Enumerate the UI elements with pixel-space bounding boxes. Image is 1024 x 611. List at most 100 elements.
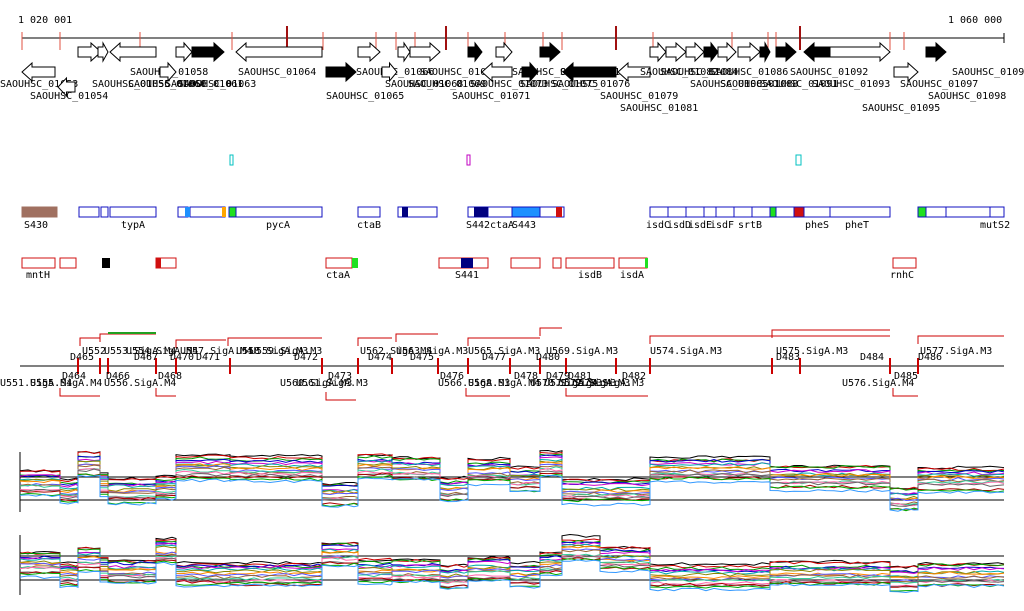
gene-arrow[interactable] [521, 61, 539, 83]
gene-arrow[interactable] [617, 61, 651, 83]
feature-box[interactable] [228, 206, 237, 218]
feature-box[interactable] [510, 257, 541, 269]
gene-arrow[interactable] [665, 41, 687, 63]
gene-arrow[interactable] [97, 41, 109, 63]
feature-box[interactable] [733, 206, 753, 218]
promoter-bracket[interactable] [79, 337, 100, 346]
promoter-bracket[interactable] [892, 388, 918, 397]
feature-box[interactable] [539, 206, 565, 218]
gene-arrow[interactable] [21, 61, 56, 83]
gene-arrow[interactable] [717, 41, 737, 63]
promoter-bracket[interactable] [175, 339, 226, 348]
feature-box[interactable] [667, 206, 687, 218]
gene-arrow[interactable] [325, 61, 357, 83]
promoter-bracket[interactable] [357, 337, 392, 346]
feature-box[interactable] [769, 206, 777, 218]
gene-arrow[interactable] [191, 41, 225, 63]
promoter-bracket[interactable] [539, 327, 562, 336]
feature-box[interactable] [945, 206, 991, 218]
feature-box[interactable] [325, 257, 353, 269]
gene-arrow[interactable] [175, 41, 193, 63]
gene-arrow[interactable] [649, 41, 667, 63]
promoter-bracket[interactable] [99, 333, 156, 342]
feature-box[interactable] [511, 206, 541, 218]
feature-box[interactable] [775, 206, 795, 218]
feature-box[interactable] [703, 206, 717, 218]
feature-box[interactable] [917, 206, 927, 218]
feature-label: S441 [455, 270, 479, 281]
gene-arrow[interactable] [495, 41, 513, 63]
promoter-bracket[interactable] [917, 335, 1004, 344]
feature-box[interactable] [78, 206, 100, 218]
gene-arrow[interactable] [685, 41, 705, 63]
feature-box[interactable] [685, 206, 705, 218]
gene-arrow[interactable] [235, 41, 323, 63]
feature-box[interactable] [552, 257, 562, 269]
feature-label: mutS2 [980, 220, 1010, 231]
feature-label: srtB [738, 220, 762, 231]
expression-profile [19, 559, 1005, 593]
gene-arrow[interactable] [409, 41, 441, 63]
feature-box[interactable] [235, 206, 323, 218]
cyan-marker [229, 154, 234, 166]
promoter-label: D473 [328, 371, 352, 382]
feature-box[interactable] [618, 257, 648, 269]
gene-arrow[interactable] [57, 76, 76, 98]
promoter-label: D485 [894, 371, 918, 382]
feature-box[interactable] [21, 257, 56, 269]
gene-arrow[interactable] [925, 41, 947, 63]
promoter-bracket[interactable] [465, 388, 510, 397]
feature-box[interactable] [397, 206, 438, 218]
feature-box[interactable] [189, 206, 226, 218]
gene-arrow[interactable] [77, 41, 102, 63]
gene-arrow[interactable] [703, 41, 719, 63]
promoter-bracket[interactable] [395, 333, 438, 342]
feature-box[interactable] [109, 206, 157, 218]
feature-box[interactable] [892, 257, 917, 269]
promoter-bracket[interactable] [649, 335, 890, 344]
expression-profile [19, 474, 1005, 512]
feature-box[interactable] [565, 257, 615, 269]
gene-arrow[interactable] [467, 41, 483, 63]
gene-arrow[interactable] [481, 61, 513, 83]
gene-arrow[interactable] [381, 61, 398, 83]
gene-arrow[interactable] [357, 41, 381, 63]
feature-box[interactable] [487, 206, 513, 218]
feature-box[interactable] [21, 206, 58, 218]
promoter-bracket[interactable] [227, 337, 322, 346]
feature-label: isdC [646, 220, 670, 231]
gene-arrow[interactable] [829, 41, 891, 63]
promoter-bracket[interactable] [565, 388, 648, 397]
feature-box[interactable] [357, 206, 381, 218]
gene-arrow[interactable] [893, 61, 919, 83]
feature-box[interactable] [989, 206, 1005, 218]
gene-arrow[interactable] [562, 61, 617, 83]
feature-box[interactable] [715, 206, 735, 218]
feature-label: ctaB [357, 220, 381, 231]
gene-arrow[interactable] [775, 41, 797, 63]
promoter-bracket[interactable] [771, 329, 890, 338]
feature-box[interactable] [793, 206, 805, 218]
feature-box[interactable] [829, 206, 891, 218]
feature-box[interactable] [925, 206, 947, 218]
feature-box[interactable] [803, 206, 831, 218]
promoter-bracket[interactable] [155, 388, 176, 397]
gene-label: SAOUHSC_01097 [900, 79, 978, 90]
expression-profile [19, 558, 1005, 592]
promoter-bracket[interactable] [325, 392, 356, 401]
feature-box[interactable] [100, 206, 109, 218]
promoter-bracket[interactable] [59, 388, 100, 397]
promoter-label: D477 [482, 352, 506, 363]
gene-arrow[interactable] [397, 41, 411, 63]
gene-label: SAOUHSC_01075 [520, 79, 598, 90]
gene-arrow[interactable] [159, 61, 177, 83]
gene-arrow[interactable] [539, 41, 561, 63]
gene-arrow[interactable] [109, 41, 157, 63]
feature-box[interactable] [649, 206, 669, 218]
feature-box[interactable] [751, 206, 771, 218]
feature-box[interactable] [59, 257, 77, 269]
promoter-bracket[interactable] [467, 337, 540, 346]
gene-arrow[interactable] [737, 41, 761, 63]
gene-arrow[interactable] [759, 41, 771, 63]
gene-arrow[interactable] [803, 41, 831, 63]
